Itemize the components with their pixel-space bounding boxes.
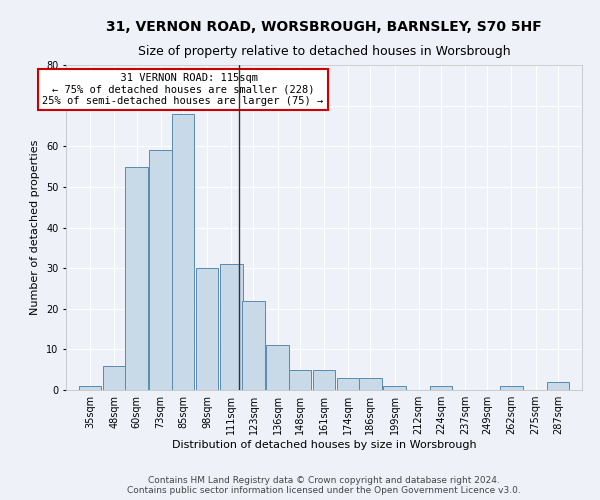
- X-axis label: Distribution of detached houses by size in Worsbrough: Distribution of detached houses by size …: [172, 440, 476, 450]
- Bar: [359, 378, 382, 390]
- Bar: [149, 150, 172, 390]
- Bar: [103, 366, 125, 390]
- Text: Contains HM Land Registry data © Crown copyright and database right 2024.: Contains HM Land Registry data © Crown c…: [148, 476, 500, 485]
- Bar: [196, 268, 218, 390]
- Bar: [172, 114, 194, 390]
- Text: 31 VERNON ROAD: 115sqm
← 75% of detached houses are smaller (228)
25% of semi-de: 31 VERNON ROAD: 115sqm ← 75% of detached…: [43, 73, 323, 106]
- Text: Size of property relative to detached houses in Worsbrough: Size of property relative to detached ho…: [137, 45, 511, 58]
- Bar: [430, 386, 452, 390]
- Bar: [313, 370, 335, 390]
- Bar: [289, 370, 311, 390]
- Bar: [266, 346, 289, 390]
- Bar: [79, 386, 101, 390]
- Bar: [220, 264, 242, 390]
- Bar: [547, 382, 569, 390]
- Bar: [383, 386, 406, 390]
- Y-axis label: Number of detached properties: Number of detached properties: [31, 140, 40, 315]
- Bar: [500, 386, 523, 390]
- Text: Contains public sector information licensed under the Open Government Licence v3: Contains public sector information licen…: [127, 486, 521, 495]
- Bar: [125, 166, 148, 390]
- Bar: [242, 300, 265, 390]
- Text: 31, VERNON ROAD, WORSBROUGH, BARNSLEY, S70 5HF: 31, VERNON ROAD, WORSBROUGH, BARNSLEY, S…: [106, 20, 542, 34]
- Bar: [337, 378, 359, 390]
